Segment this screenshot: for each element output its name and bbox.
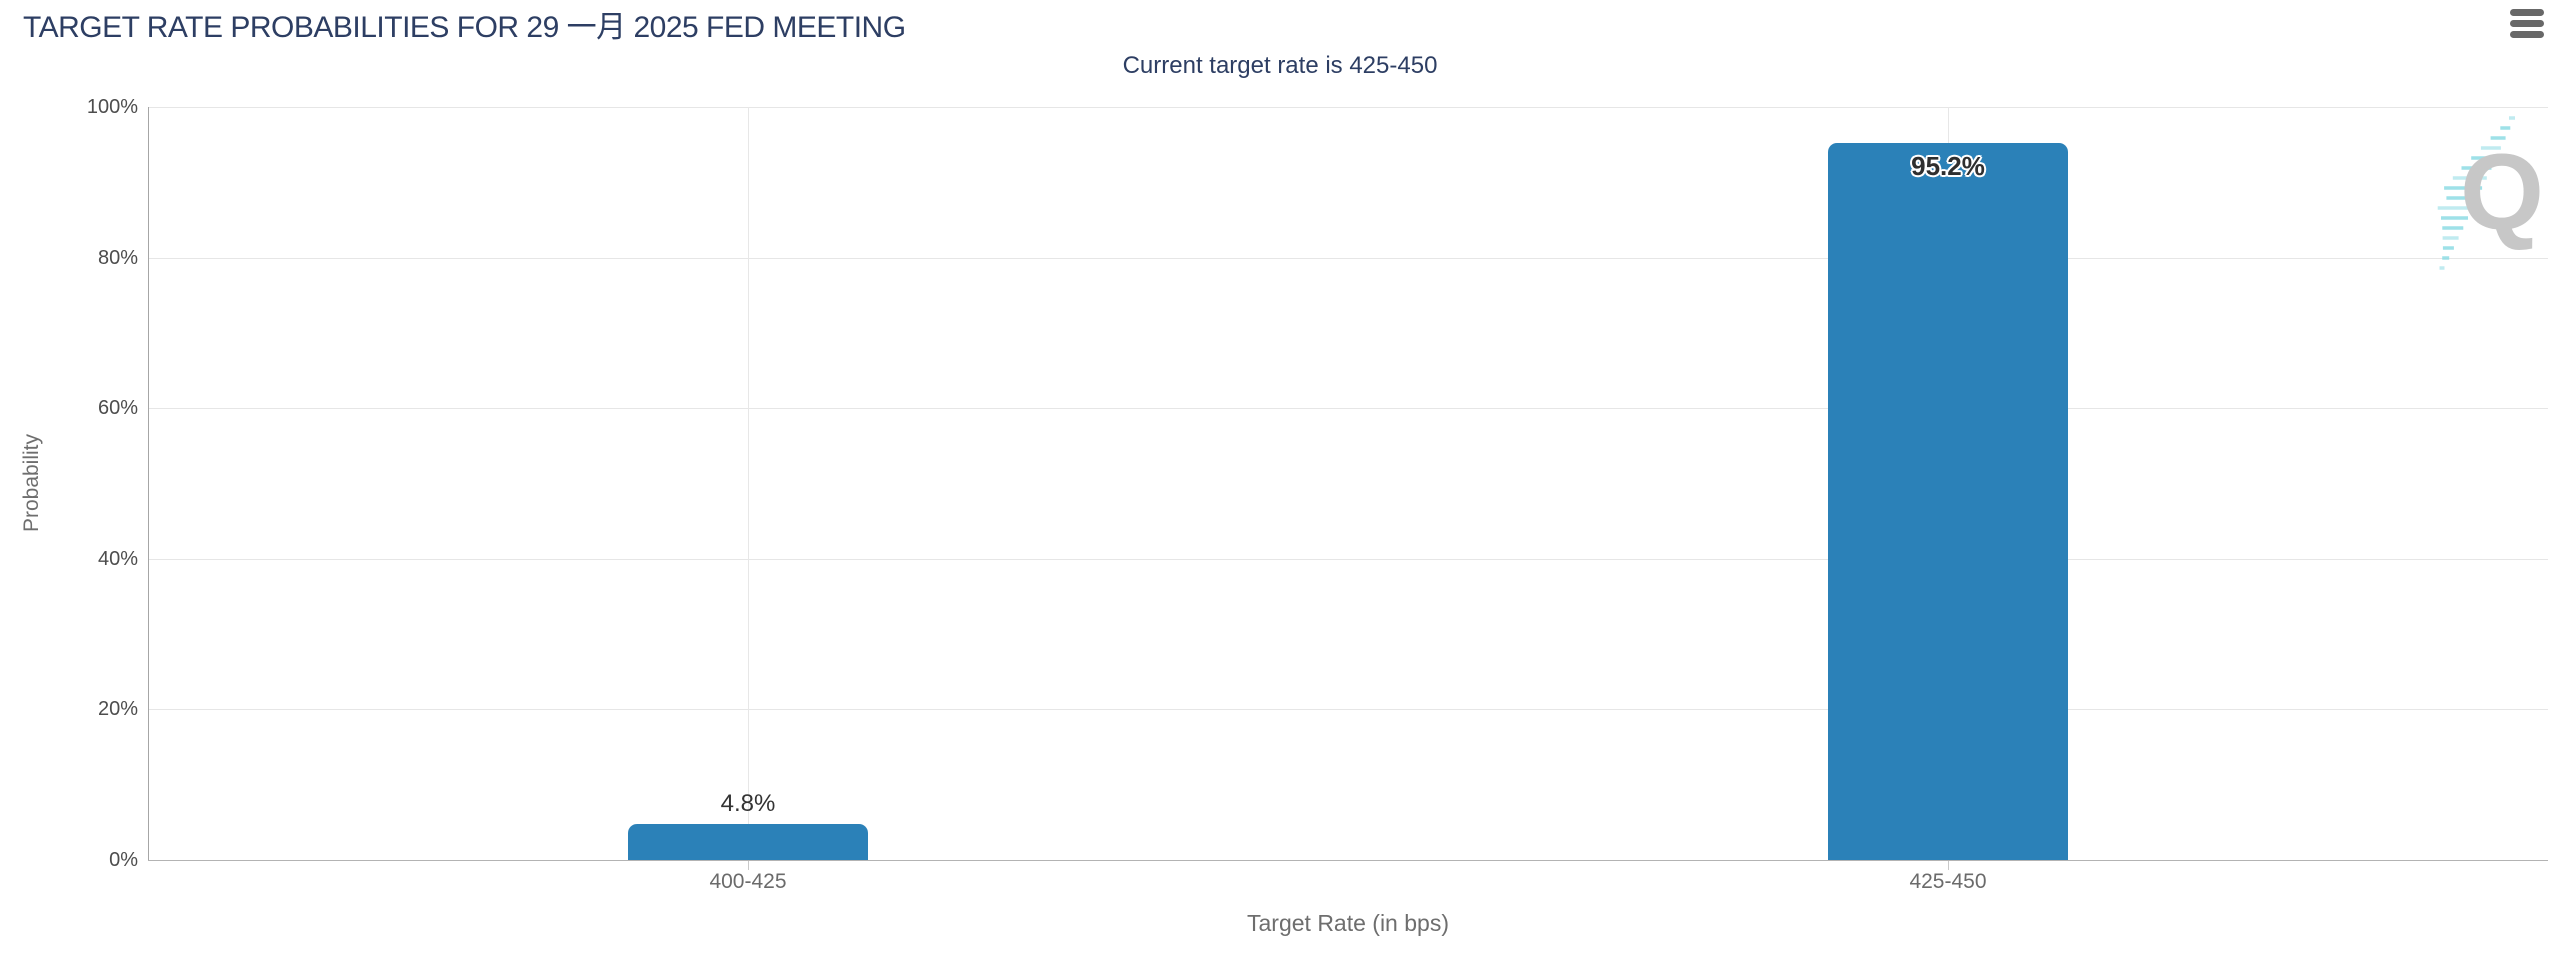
x-axis-title: Target Rate (in bps) bbox=[1247, 910, 1449, 936]
y-tick-label: 60% bbox=[97, 397, 138, 420]
y-tick-label: 40% bbox=[97, 547, 138, 570]
bar[interactable] bbox=[628, 824, 868, 860]
y-gridline bbox=[148, 558, 2548, 560]
x-tick-mark bbox=[1948, 860, 1949, 870]
hamburger-menu-icon[interactable] bbox=[2510, 9, 2546, 39]
y-tick-label: 80% bbox=[97, 246, 138, 269]
hamburger-bar bbox=[2510, 31, 2544, 38]
y-axis-line bbox=[148, 107, 149, 860]
x-tick-label: 425-450 bbox=[1909, 870, 1987, 893]
bar-data-label: 4.8% bbox=[720, 790, 776, 817]
x-axis-line bbox=[148, 860, 2548, 861]
y-tick-label: 0% bbox=[109, 849, 138, 871]
chart-subtitle: Current target rate is 425-450 bbox=[1122, 52, 1438, 79]
x-tick-mark bbox=[748, 860, 749, 870]
chart-title: TARGET RATE PROBABILITIES FOR 29 一月 2025… bbox=[23, 11, 906, 44]
y-tick-label: 20% bbox=[97, 698, 138, 721]
hamburger-bar bbox=[2510, 20, 2544, 27]
y-gridline bbox=[148, 107, 2548, 108]
plot-area: 400-425 4.8% 425-450 95.2% bbox=[148, 107, 2548, 893]
x-tick-label: 400-425 bbox=[709, 870, 787, 893]
y-axis-title: Probability bbox=[20, 433, 43, 533]
bar-data-label: 95.2% bbox=[1911, 151, 1985, 181]
y-tick-label: 100% bbox=[86, 96, 138, 118]
y-gridline bbox=[148, 408, 2548, 410]
x-gridline bbox=[748, 107, 749, 860]
bar[interactable] bbox=[1828, 143, 2068, 860]
hamburger-bar bbox=[2510, 9, 2544, 16]
y-gridline bbox=[148, 709, 2548, 711]
y-gridline bbox=[148, 257, 2548, 259]
